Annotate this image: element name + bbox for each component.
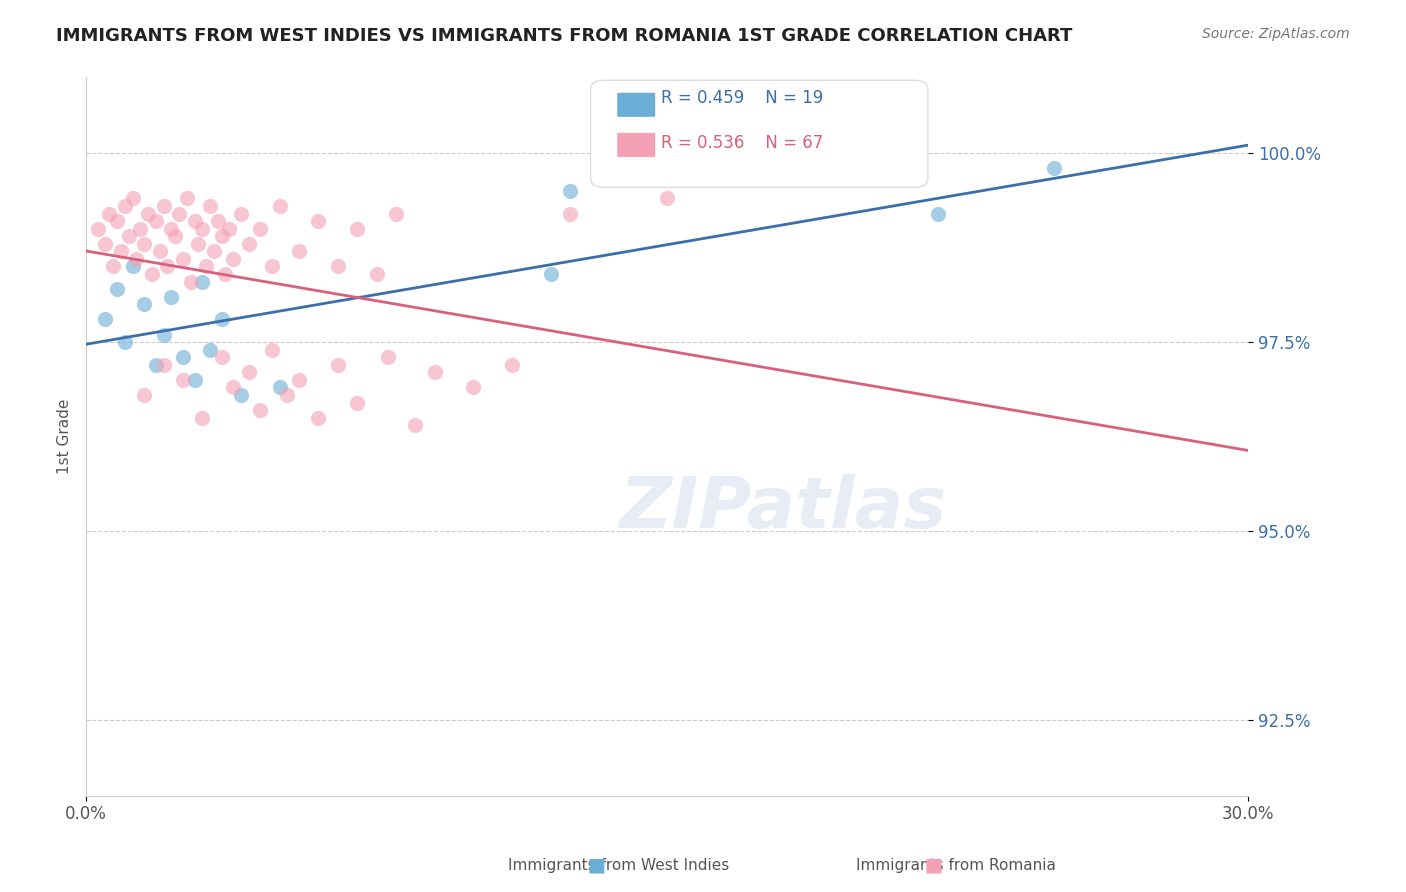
Point	[121, 191, 143, 205]
Point	[211, 312, 233, 326]
Point	[110, 244, 132, 259]
Text: R = 0.459    N = 19: R = 0.459 N = 19	[661, 89, 823, 107]
Point	[238, 365, 260, 379]
Text: ■: ■	[907, 855, 956, 875]
Point	[183, 373, 205, 387]
Point	[222, 380, 245, 394]
Point	[160, 290, 183, 304]
Point	[149, 244, 172, 259]
Point	[404, 418, 426, 433]
Text: IMMIGRANTS FROM WEST INDIES VS IMMIGRANTS FROM ROMANIA 1ST GRADE CORRELATION CHA: IMMIGRANTS FROM WEST INDIES VS IMMIGRANT…	[56, 27, 1073, 45]
Point	[423, 365, 446, 379]
Point	[172, 350, 194, 364]
Point	[129, 221, 152, 235]
Point	[195, 260, 218, 274]
Point	[560, 206, 582, 220]
Point	[326, 260, 349, 274]
Point	[463, 380, 485, 394]
Point	[540, 267, 562, 281]
Point	[229, 206, 252, 220]
Point	[346, 221, 368, 235]
Point	[377, 350, 399, 364]
Point	[172, 252, 194, 266]
Text: ZIPatlas: ZIPatlas	[620, 474, 946, 543]
Point	[114, 199, 136, 213]
Point	[501, 358, 523, 372]
Point	[269, 199, 291, 213]
Point	[121, 260, 143, 274]
Point	[134, 297, 156, 311]
Point	[326, 358, 349, 372]
Point	[156, 260, 179, 274]
Point	[134, 388, 156, 402]
Point	[136, 206, 159, 220]
Point	[180, 275, 202, 289]
Point	[249, 221, 271, 235]
Point	[1043, 161, 1066, 176]
Point	[152, 327, 174, 342]
Point	[211, 229, 233, 244]
Point	[152, 358, 174, 372]
Point	[288, 373, 311, 387]
Point	[125, 252, 148, 266]
Point	[560, 184, 582, 198]
Point	[249, 403, 271, 417]
Text: ■: ■	[569, 855, 619, 875]
Point	[191, 275, 214, 289]
Point	[207, 214, 229, 228]
Point	[145, 214, 167, 228]
Point	[385, 206, 408, 220]
Point	[366, 267, 388, 281]
Point	[165, 229, 187, 244]
Point	[141, 267, 163, 281]
Point	[214, 267, 236, 281]
Point	[160, 221, 183, 235]
Point	[927, 206, 949, 220]
Point	[105, 214, 128, 228]
Point	[94, 236, 117, 251]
Point	[183, 214, 205, 228]
Text: Immigrants from Romania: Immigrants from Romania	[856, 858, 1056, 872]
Point	[101, 260, 124, 274]
Point	[152, 199, 174, 213]
Point	[86, 221, 108, 235]
Point	[276, 388, 298, 402]
Text: Immigrants from West Indies: Immigrants from West Indies	[508, 858, 730, 872]
Point	[229, 388, 252, 402]
Point	[134, 236, 156, 251]
Point	[118, 229, 141, 244]
Y-axis label: 1st Grade: 1st Grade	[58, 399, 72, 475]
Point	[191, 410, 214, 425]
Point	[172, 373, 194, 387]
Point	[191, 221, 214, 235]
Point	[260, 343, 283, 357]
Point	[145, 358, 167, 372]
Point	[269, 380, 291, 394]
Point	[167, 206, 190, 220]
Point	[211, 350, 233, 364]
Point	[346, 395, 368, 409]
Point	[222, 252, 245, 266]
Point	[94, 312, 117, 326]
Point	[655, 191, 678, 205]
Point	[202, 244, 225, 259]
Text: Source: ZipAtlas.com: Source: ZipAtlas.com	[1202, 27, 1350, 41]
Point	[260, 260, 283, 274]
Point	[98, 206, 121, 220]
Point	[187, 236, 209, 251]
Point	[238, 236, 260, 251]
Point	[176, 191, 198, 205]
Point	[307, 410, 329, 425]
Point	[114, 335, 136, 350]
Point	[288, 244, 311, 259]
Point	[198, 343, 221, 357]
Point	[105, 282, 128, 296]
Point	[198, 199, 221, 213]
Point	[307, 214, 329, 228]
Text: R = 0.536    N = 67: R = 0.536 N = 67	[661, 134, 823, 152]
Point	[218, 221, 240, 235]
